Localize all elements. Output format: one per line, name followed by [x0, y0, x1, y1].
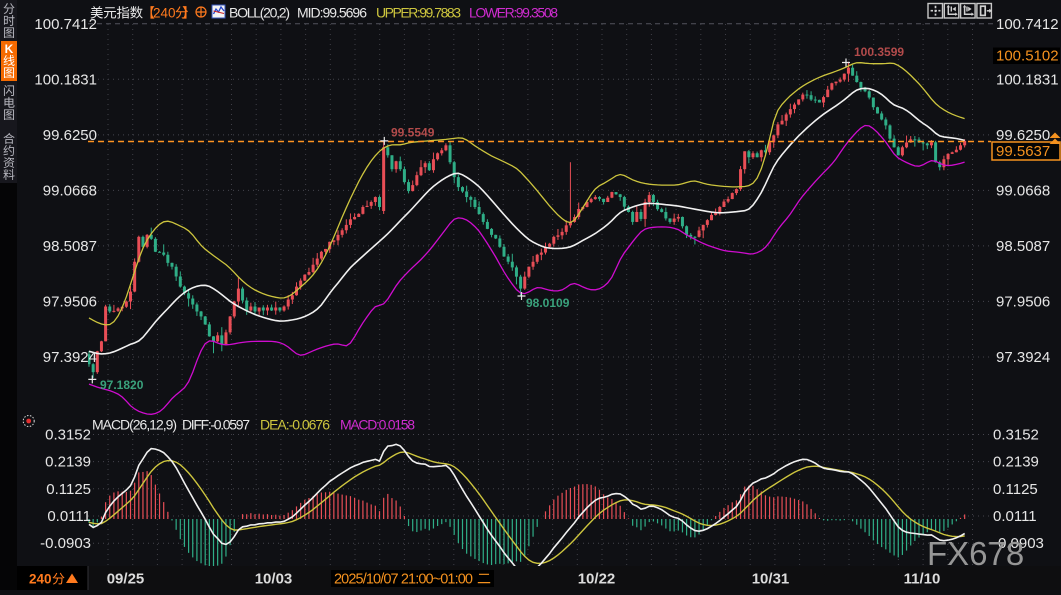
- svg-text:98.5087: 98.5087: [43, 238, 97, 255]
- svg-text:0.1125: 0.1125: [993, 481, 1038, 498]
- svg-text:MACD:0.0158: MACD:0.0158: [340, 417, 415, 433]
- svg-text:MACD(26,12,9): MACD(26,12,9): [92, 417, 177, 433]
- svg-text:DEA:-0.0676: DEA:-0.0676: [260, 417, 330, 433]
- svg-text:99.6250: 99.6250: [43, 127, 97, 144]
- svg-text:97.3924: 97.3924: [43, 349, 97, 366]
- svg-text:97.1820: 97.1820: [100, 378, 144, 392]
- svg-text:-0.0903: -0.0903: [40, 535, 91, 552]
- svg-text:LOWER:99.3508: LOWER:99.3508: [469, 5, 558, 21]
- svg-text:2025/10/07 21:00~01:00: 2025/10/07 21:00~01:00: [334, 572, 473, 588]
- svg-text:100.3599: 100.3599: [854, 45, 904, 59]
- svg-text:99.5549: 99.5549: [391, 126, 435, 140]
- svg-text:FX678: FX678: [927, 535, 1024, 572]
- svg-text:99.6250: 99.6250: [996, 127, 1050, 144]
- svg-text:0.3152: 0.3152: [993, 427, 1039, 444]
- svg-text:K: K: [5, 42, 14, 56]
- svg-text:100.7412: 100.7412: [996, 16, 1059, 33]
- svg-text:10/22: 10/22: [578, 571, 616, 588]
- svg-text:240: 240: [29, 572, 52, 587]
- svg-text:DIFF:-0.0597: DIFF:-0.0597: [182, 417, 250, 433]
- svg-text:0.0111: 0.0111: [47, 508, 91, 525]
- svg-text:10/03: 10/03: [255, 571, 293, 588]
- svg-text:100.5102: 100.5102: [996, 48, 1059, 65]
- svg-text:0.2139: 0.2139: [45, 454, 91, 471]
- svg-text:MID:99.5696: MID:99.5696: [297, 5, 367, 21]
- svg-text:11/10: 11/10: [904, 571, 941, 588]
- svg-text:100.7412: 100.7412: [34, 16, 97, 33]
- svg-text:97.3924: 97.3924: [996, 349, 1050, 366]
- svg-text:97.9506: 97.9506: [996, 293, 1050, 310]
- svg-text:0.0111: 0.0111: [993, 508, 1037, 525]
- svg-text:10/31: 10/31: [752, 571, 790, 588]
- svg-text:240: 240: [153, 6, 176, 21]
- svg-text:BOLL(20,2): BOLL(20,2): [229, 5, 290, 21]
- svg-text:0.3152: 0.3152: [45, 427, 91, 444]
- svg-text:97.9506: 97.9506: [43, 293, 97, 310]
- svg-text:99.0668: 99.0668: [43, 182, 97, 199]
- svg-text:99.5637: 99.5637: [996, 143, 1050, 160]
- svg-text:100.1831: 100.1831: [996, 71, 1059, 88]
- svg-text:98.0109: 98.0109: [526, 296, 570, 310]
- svg-text:99.0668: 99.0668: [996, 182, 1050, 199]
- svg-text:-0.0903: -0.0903: [993, 535, 1044, 552]
- svg-text:98.5087: 98.5087: [996, 238, 1050, 255]
- svg-text:0.1125: 0.1125: [46, 481, 91, 498]
- svg-text:UPPER:99.7883: UPPER:99.7883: [376, 5, 461, 21]
- svg-text:0.2139: 0.2139: [993, 454, 1039, 471]
- svg-text:100.1831: 100.1831: [34, 71, 97, 88]
- svg-text:09/25: 09/25: [107, 571, 145, 588]
